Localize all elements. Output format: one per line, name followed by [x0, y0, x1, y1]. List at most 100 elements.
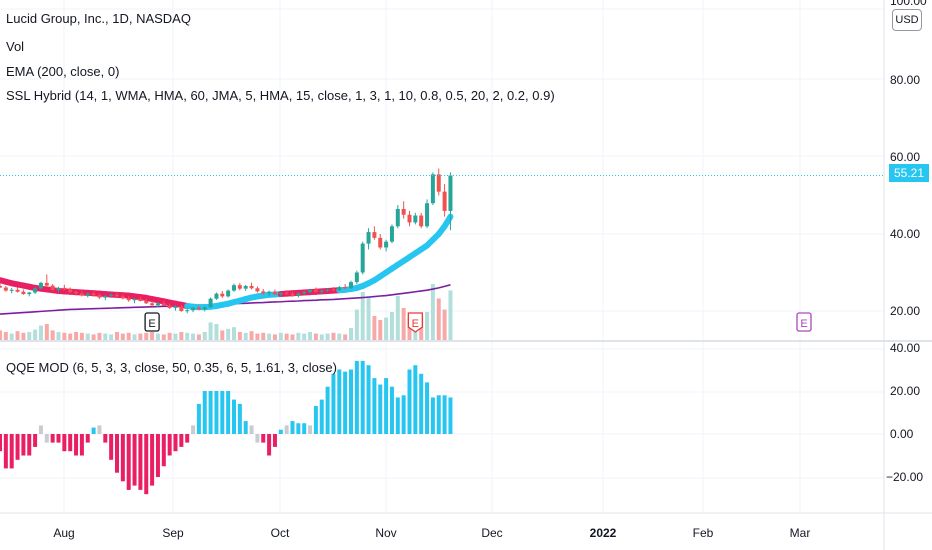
qqe-bar — [220, 391, 225, 434]
ssl-segment — [441, 213, 454, 230]
qqe-bar — [425, 382, 430, 434]
qqe-bar — [354, 360, 359, 434]
qqe-bar — [302, 423, 307, 434]
volume-bar — [138, 333, 143, 340]
earnings-marker[interactable]: E — [407, 312, 423, 333]
candle-body — [325, 289, 330, 291]
qqe-bar — [430, 397, 435, 434]
volume-bar — [214, 324, 219, 340]
volume-bar — [109, 334, 114, 340]
candle-body — [232, 285, 236, 291]
volume-bar — [284, 333, 289, 340]
volume-bar — [395, 296, 400, 340]
candle-body — [267, 291, 272, 294]
volume-bar — [167, 332, 172, 340]
candle-body — [208, 298, 213, 308]
qqe-bar — [372, 378, 377, 434]
candle-body — [243, 285, 248, 289]
qqe-bar — [401, 395, 406, 434]
candle-body — [395, 208, 400, 227]
volume-bar — [337, 333, 342, 340]
qqe-bar — [325, 386, 330, 434]
qqe-bar — [150, 434, 155, 486]
time-tick-label: Nov — [375, 526, 396, 540]
price-scale[interactable]: 20.00 40.00 60.00 80.00 100.00 −20.00 0.00 20.0… — [886, 0, 927, 484]
candle-body — [313, 289, 318, 292]
qqe-bar — [33, 434, 38, 447]
volume-bar — [249, 331, 254, 340]
time-axis[interactable]: Aug Sep Oct Nov Dec 2022 Feb Mar — [53, 526, 810, 540]
volume-bar — [278, 332, 283, 340]
qqe-tick-label: 0.00 — [890, 427, 914, 441]
candle-body — [196, 307, 201, 310]
volume-bar — [179, 332, 184, 340]
volume-bar — [360, 292, 365, 340]
volume-bar — [354, 309, 359, 340]
candle-body — [79, 293, 84, 296]
qqe-bar — [185, 434, 190, 443]
qqe-bar — [27, 434, 32, 456]
qqe-bar — [144, 434, 149, 495]
candle-body — [202, 307, 207, 310]
volume-bar — [261, 332, 266, 340]
qqe-pane[interactable] — [0, 360, 453, 495]
volume-bar — [144, 332, 149, 340]
volume-bar — [173, 333, 178, 340]
currency-button[interactable]: USD — [892, 9, 922, 31]
qqe-bar — [167, 434, 172, 456]
qqe-bar — [226, 391, 231, 434]
candle-body — [419, 215, 424, 227]
price-tick-label: 40.00 — [890, 227, 920, 241]
candle-body — [85, 293, 90, 296]
qqe-legend[interactable]: QQE MOD (6, 5, 3, 3, close, 50, 0.35, 6,… — [6, 360, 337, 375]
vol-legend[interactable]: Vol — [6, 39, 25, 54]
volume-bar — [430, 284, 435, 340]
earnings-marker[interactable]: E — [144, 312, 160, 332]
qqe-bar — [138, 434, 143, 490]
qqe-bar — [62, 434, 67, 452]
qqe-bar — [202, 391, 207, 434]
ssl-legend[interactable]: SSL Hybrid (14, 1, WMA, HMA, 60, JMA, 5,… — [6, 88, 555, 103]
earnings-marker[interactable]: E — [796, 312, 812, 332]
symbol-legend[interactable]: Lucid Group, Inc., 1D, NASDAQ — [6, 11, 191, 26]
qqe-bar — [249, 425, 254, 434]
ema-legend[interactable]: EMA (200, close, 0) — [6, 64, 120, 79]
candle-body — [407, 214, 412, 223]
candle-body — [62, 287, 67, 290]
candle-body — [21, 291, 26, 295]
candle-body — [74, 292, 79, 294]
qqe-bar — [337, 369, 342, 434]
candle-body — [331, 289, 336, 291]
qqe-bar — [313, 406, 318, 434]
qqe-bar — [243, 421, 248, 434]
qqe-bar — [384, 378, 389, 434]
candle-body — [401, 208, 406, 215]
candle-body — [349, 282, 353, 289]
qqe-bar — [319, 399, 324, 434]
time-tick-label: Aug — [53, 526, 74, 540]
qqe-bar — [237, 403, 242, 434]
qqe-bar — [50, 434, 55, 443]
candle-body — [38, 282, 43, 289]
earnings-marker-shape — [144, 312, 160, 332]
candle-body — [27, 292, 32, 295]
volume-bar — [68, 333, 73, 340]
volume-bar — [255, 333, 260, 340]
volume-bar — [220, 330, 225, 340]
qqe-bar — [290, 421, 295, 434]
candle-body — [155, 303, 160, 306]
candle-body — [343, 287, 348, 289]
volume-bar — [85, 333, 90, 340]
qqe-bar — [331, 373, 336, 434]
time-tick-label: Mar — [790, 526, 811, 540]
volume-bar — [313, 333, 318, 340]
volume-bar — [202, 332, 207, 340]
volume-bar — [272, 334, 277, 340]
candle-body — [150, 303, 155, 306]
earnings-marker-label: E — [800, 318, 807, 330]
volume-bar — [196, 334, 201, 340]
volume-bar — [185, 332, 190, 340]
qqe-bar — [232, 399, 236, 434]
